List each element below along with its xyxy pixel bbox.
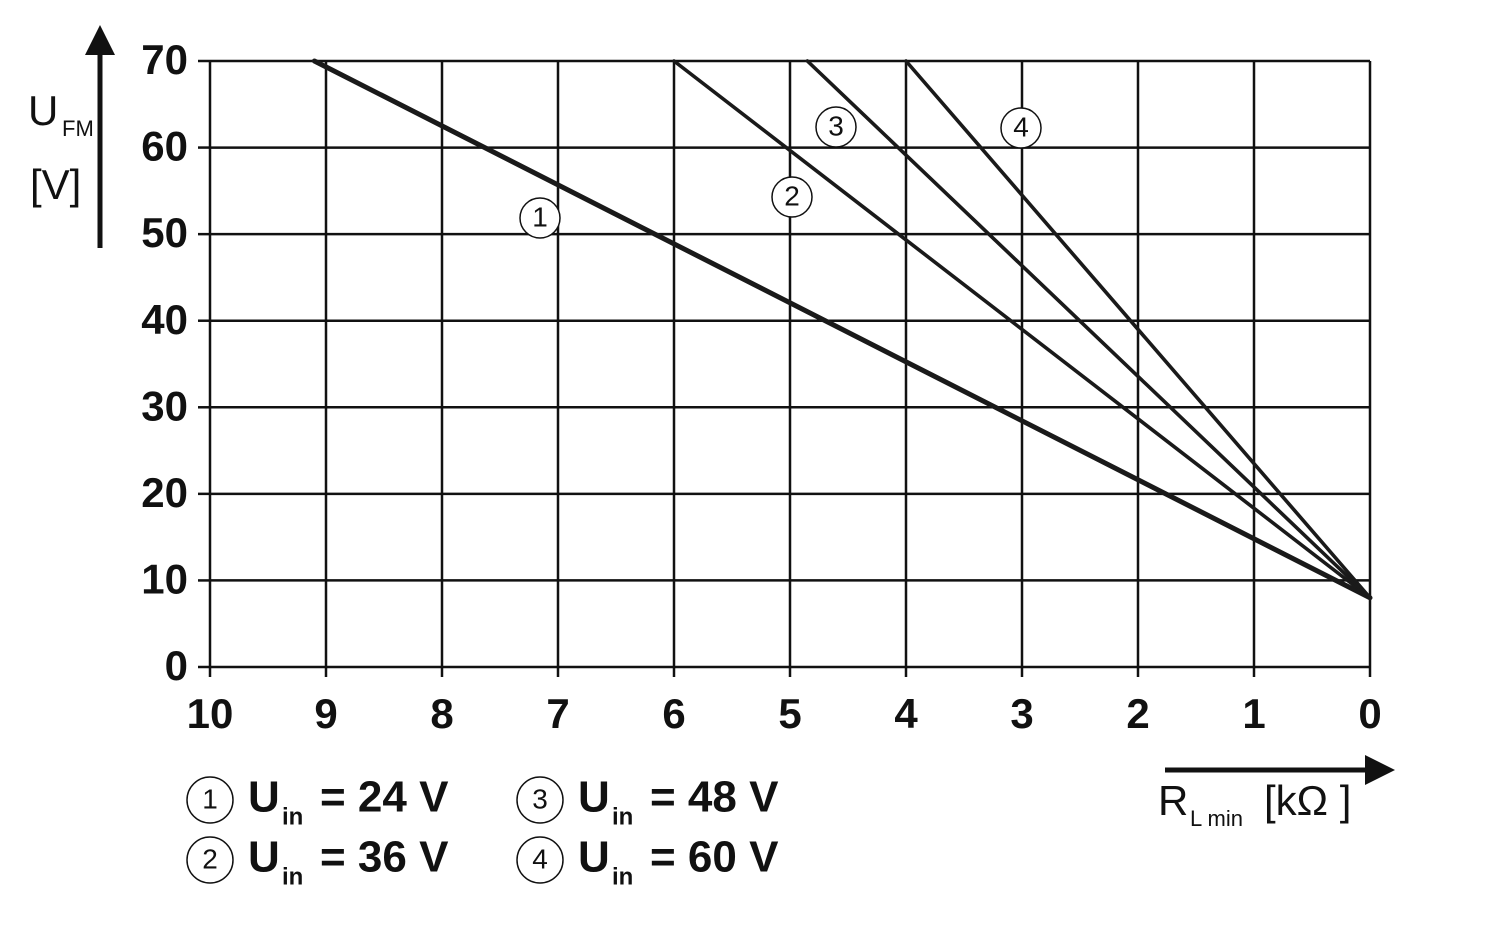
series-line — [904, 59, 1372, 600]
x-tick-label: 10 — [187, 690, 234, 737]
x-tick-label: 9 — [314, 690, 337, 737]
x-tick-label: 1 — [1242, 690, 1265, 737]
legend-entry: = 24 V — [320, 773, 449, 822]
legend-number: 4 — [532, 843, 548, 874]
legend-subscript: in — [612, 803, 633, 830]
legend-symbol: U — [248, 773, 280, 822]
legend-subscript: in — [282, 863, 303, 890]
legend-entry: = 60 V — [650, 833, 779, 882]
x-tick-label: 0 — [1358, 690, 1381, 737]
x-tick-label: 2 — [1126, 690, 1149, 737]
y-tick-label: 30 — [141, 382, 188, 429]
series-line — [311, 58, 1373, 601]
x-axis-label: R — [1158, 777, 1188, 824]
series-line — [672, 59, 1372, 600]
series-label-circle — [815, 106, 857, 148]
y-tick-label: 50 — [141, 209, 188, 256]
x-axis-unit: [kΩ ] — [1264, 777, 1351, 824]
y-axis-label: U — [28, 87, 58, 134]
x-tick-label: 4 — [894, 690, 918, 737]
legend-subscript: in — [282, 803, 303, 830]
legend-circle — [186, 776, 234, 824]
legend-number: 2 — [202, 843, 218, 874]
y-tick-label: 20 — [141, 469, 188, 516]
series-label: 4 — [1013, 111, 1029, 142]
series-label-circle — [771, 176, 813, 218]
legend-circle — [186, 836, 234, 884]
x-tick-label: 7 — [546, 690, 569, 737]
series-label: 1 — [532, 201, 548, 232]
legend-symbol: U — [578, 833, 610, 882]
y-tick-label: 60 — [141, 123, 188, 170]
legend-circle — [516, 776, 564, 824]
y-tick-label: 10 — [141, 556, 188, 603]
series-label: 2 — [784, 180, 800, 211]
series-label-circle — [1000, 107, 1042, 149]
y-axis-label-sub: FM — [62, 116, 94, 141]
legend-symbol: U — [248, 833, 280, 882]
x-tick-label: 8 — [430, 690, 453, 737]
series-label: 3 — [828, 110, 844, 141]
series-label-circle — [519, 197, 561, 239]
legend-circle — [516, 836, 564, 884]
x-tick-label: 6 — [662, 690, 685, 737]
x-tick-label: 5 — [778, 690, 801, 737]
y-tick-label: 0 — [165, 642, 188, 689]
x-axis-label-sub: L min — [1190, 806, 1243, 831]
legend-subscript: in — [612, 863, 633, 890]
legend-number: 3 — [532, 783, 548, 814]
legend-number: 1 — [202, 783, 218, 814]
legend-entry: = 48 V — [650, 773, 779, 822]
y-tick-label: 70 — [141, 36, 188, 83]
series-line — [805, 59, 1372, 600]
y-tick-label: 40 — [141, 296, 188, 343]
legend-entry: = 36 V — [320, 833, 449, 882]
x-tick-label: 3 — [1010, 690, 1033, 737]
y-axis-unit: [V] — [30, 161, 81, 208]
legend-symbol: U — [578, 773, 610, 822]
